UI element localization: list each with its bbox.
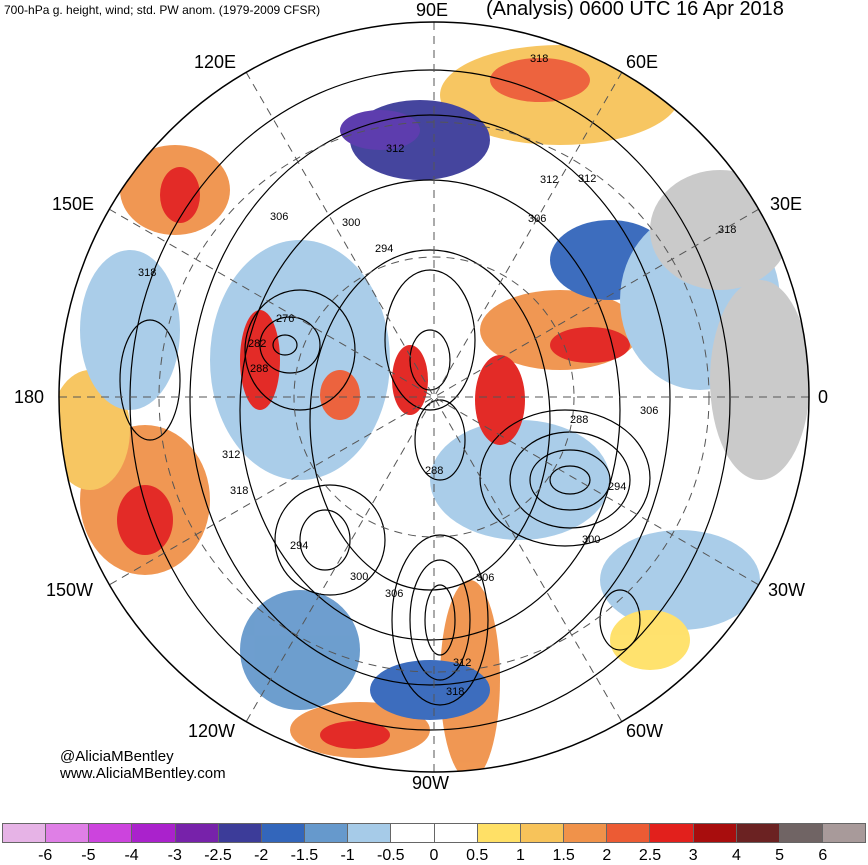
contour-label: 306 — [270, 211, 288, 223]
contour-label: 288 — [425, 465, 443, 477]
longitude-label-150e: 150E — [52, 194, 95, 214]
longitude-label-60w: 60W — [626, 721, 664, 741]
colorbar-tick-label: 5 — [775, 847, 785, 864]
colorbar-swatch — [779, 823, 823, 843]
longitude-label-30e: 30E — [770, 194, 803, 214]
colorbar-swatch — [175, 823, 219, 843]
colorbar-swatch — [607, 823, 651, 843]
colorbar-swatch — [89, 823, 133, 843]
colorbar-ticks: -6 -5 -4 -3 -2.5 -2 -1.5 -1 -0.5 0 0.5 1 1.5 2 2.5 3 4 5 6 — [2, 847, 866, 865]
colorbar-tick-label: 2.5 — [638, 847, 662, 864]
credits: @AliciaMBentley www.AliciaMBentley.com — [60, 748, 226, 782]
colorbar-tick-label: -0.5 — [377, 847, 405, 864]
height-contours — [119, 69, 731, 731]
longitude-label-90e: 90E — [416, 0, 449, 20]
colorbar-swatch — [736, 823, 780, 843]
pw-anomaly-colorbar — [2, 823, 867, 843]
contour-label: 318 — [718, 224, 736, 236]
graticule — [59, 22, 809, 772]
contour-label: 300 — [350, 571, 368, 583]
contour-label: 312 — [578, 173, 596, 185]
colorbar-swatch — [650, 823, 694, 843]
contour-label: 306 — [476, 572, 494, 584]
pw-anomaly-shading — [59, 45, 809, 772]
contour-label: 318 — [230, 485, 248, 497]
colorbar-swatch — [132, 823, 176, 843]
contour-label: 318 — [530, 53, 548, 65]
contour-label: 306 — [640, 405, 658, 417]
colorbar-tick-label: 4 — [731, 847, 741, 864]
colorbar-swatch — [822, 823, 867, 843]
contour-label: 318 — [138, 267, 156, 279]
longitude-label-120e: 120E — [194, 52, 237, 72]
longitude-label-30w: 30W — [768, 580, 806, 600]
contour-value-labels: 318 312 312 306 300 294 276 282 288 312 … — [138, 53, 736, 698]
colorbar-tick-label: 6 — [818, 847, 828, 864]
contour-label: 312 — [386, 143, 404, 155]
contour-label: 312 — [540, 174, 558, 186]
contour-label: 276 — [276, 313, 294, 325]
colorbar-tick-label: -1.5 — [290, 847, 319, 864]
contour-label: 300 — [582, 534, 600, 546]
contour-label: 312 — [222, 449, 240, 461]
contour-label: 312 — [453, 657, 471, 669]
contour-label: 306 — [528, 213, 546, 225]
colorbar-tick-label: -3 — [167, 847, 182, 864]
colorbar-swatch — [693, 823, 737, 843]
contour-label: 294 — [608, 481, 626, 493]
colorbar-swatch — [434, 823, 478, 843]
map-subtitle: 700-hPa g. height, wind; std. PW anom. (… — [4, 3, 321, 17]
credit-website: www.AliciaMBentley.com — [60, 765, 226, 782]
colorbar-tick-label: -2.5 — [204, 847, 232, 864]
polar-stereographic-map: 318 312 312 306 300 294 276 282 288 312 … — [58, 21, 810, 773]
colorbar-swatch — [2, 823, 47, 843]
longitude-label-180: 180 — [14, 387, 45, 407]
colorbar-swatch — [305, 823, 349, 843]
contour-label: 306 — [385, 588, 403, 600]
contour-label: 300 — [342, 217, 360, 229]
colorbar-tick-label: -5 — [81, 847, 96, 864]
longitude-label-90w: 90W — [412, 773, 450, 793]
longitude-label-150w: 150W — [46, 580, 94, 600]
colorbar-tick-label: 3 — [688, 847, 698, 864]
colorbar-tick-label: -1 — [340, 847, 355, 864]
longitude-label-60e: 60E — [626, 52, 659, 72]
colorbar-swatch — [348, 823, 392, 843]
analysis-title: (Analysis) 0600 UTC 16 Apr 2018 — [486, 0, 784, 20]
contour-label: 294 — [375, 243, 393, 255]
colorbar-tick-label: -4 — [124, 847, 139, 864]
longitude-label-0: 0 — [818, 387, 829, 407]
colorbar-tick-label: -2 — [254, 847, 269, 864]
contour-label: 282 — [248, 338, 266, 350]
colorbar-tick-label: 2 — [602, 847, 612, 864]
colorbar-tick-label: -6 — [38, 847, 53, 864]
colorbar-swatch — [218, 823, 262, 843]
colorbar-tick-label: 1 — [515, 847, 525, 864]
colorbar-swatch — [391, 823, 435, 843]
colorbar-swatch — [520, 823, 565, 843]
colorbar-tick-label: 0.5 — [466, 847, 489, 864]
contour-label: 288 — [250, 363, 268, 375]
colorbar-swatch — [46, 823, 90, 843]
contour-label: 318 — [446, 686, 464, 698]
longitude-label-120w: 120W — [188, 721, 236, 741]
colorbar-swatch — [261, 823, 306, 843]
colorbar-swatch — [564, 823, 608, 843]
contour-label: 294 — [290, 540, 308, 552]
colorbar-tick-label: 1.5 — [552, 847, 575, 864]
credit-handle: @AliciaMBentley — [60, 748, 174, 765]
contour-label: 288 — [570, 414, 588, 426]
colorbar-tick-label: 0 — [429, 847, 439, 864]
colorbar-swatch — [477, 823, 521, 843]
map-boundary — [58, 21, 810, 773]
